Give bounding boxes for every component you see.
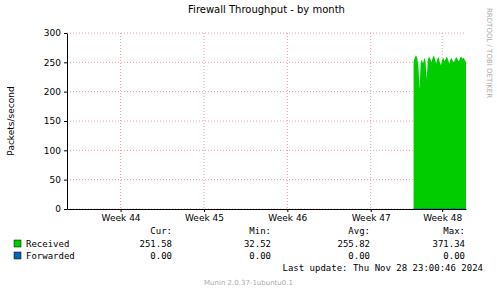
y-tick-label: 0 (55, 204, 61, 214)
stat-value: 0.00 (249, 251, 271, 261)
y-axis-line (67, 34, 68, 210)
y-tick-label: 50 (50, 175, 62, 185)
x-tick: Week 47 (352, 209, 391, 223)
y-grid-line (67, 62, 466, 63)
y-axis: 0 50 100 150 200 250 300 (44, 28, 68, 214)
watermark: RRDTOOL / TOBI OETIKER (485, 8, 493, 98)
chart: 050100150200250300Week 44Week 45Week 46W… (0, 0, 497, 292)
y-tick-mark (64, 33, 67, 34)
x-tick: Week 46 (268, 209, 307, 223)
x-tick-label: Week 44 (102, 213, 141, 223)
y-grid-line (67, 33, 466, 34)
x-tick-mark (204, 209, 205, 212)
x-axis-line (68, 209, 467, 210)
x-grid-line (287, 33, 288, 209)
stat-header: Avg: (348, 226, 370, 236)
title: Firewall Throughput - by month (188, 4, 345, 15)
y-grid-line (67, 121, 466, 122)
series-area (414, 55, 466, 209)
stat-value: 0.00 (348, 251, 370, 261)
x-tick-mark (121, 209, 122, 212)
y-tick-mark (64, 150, 67, 151)
x-tick-label: Week 48 (423, 213, 462, 223)
x-grid-line (370, 33, 371, 209)
footer: Munin 2.0.37-1ubuntu0.1 (204, 279, 293, 287)
x-tick-label: Week 45 (185, 213, 224, 223)
background (0, 0, 497, 292)
y-grid-line (67, 91, 466, 92)
series-line (414, 209, 466, 210)
y-tick: 50 (50, 175, 67, 185)
x-tick-mark (371, 209, 372, 212)
x-tick-label: Week 47 (352, 213, 391, 223)
plot-area (414, 55, 466, 209)
x-tick: Week 48 (423, 209, 462, 223)
legend-label: Forwarded (26, 251, 75, 261)
y-tick-label: 300 (44, 28, 61, 38)
grid (67, 33, 466, 209)
stat-value: 255.82 (337, 239, 370, 249)
y-tick: 300 (44, 28, 67, 38)
y-tick-label: 150 (44, 116, 61, 126)
y-tick: 150 (44, 116, 67, 126)
stat-value: 371.34 (432, 239, 465, 249)
y-tick-mark (64, 209, 67, 210)
y-tick: 250 (44, 58, 67, 68)
y-tick: 200 (44, 87, 67, 97)
stat-value: 32.52 (244, 239, 271, 249)
y-tick-label: 250 (44, 58, 61, 68)
x-tick-mark (442, 209, 443, 212)
y-tick-mark (64, 62, 67, 63)
y-tick-mark (64, 121, 67, 122)
legend-label: Received (26, 239, 69, 249)
y-grid-line (67, 179, 466, 180)
x-tick-mark (287, 209, 288, 212)
y-grid-line (67, 150, 466, 151)
y-tick: 100 (44, 146, 67, 156)
legend-swatch (14, 252, 21, 259)
y-tick-mark (64, 92, 67, 93)
stat-value: 0.00 (150, 251, 172, 261)
x-grid-line (120, 33, 121, 209)
x-tick-label: Week 46 (268, 213, 307, 223)
last-update: Last update: Thu Nov 28 23:00:46 2024 (283, 263, 483, 273)
y-tick-mark (64, 180, 67, 181)
y-tick-label: 100 (44, 146, 61, 156)
x-tick: Week 44 (102, 209, 141, 223)
y-tick-label: 200 (44, 87, 61, 97)
y-tick: 0 (55, 204, 67, 214)
stat-header: Max: (443, 226, 465, 236)
x-axis: Week 44 Week 45 Week 46 Week 47 Week 48 (68, 209, 467, 223)
stat-header: Min: (249, 226, 271, 236)
x-grid-line (203, 33, 204, 209)
legend-swatch (14, 240, 21, 247)
y-grid-line (67, 209, 466, 210)
stat-value: 251.58 (139, 239, 172, 249)
stat-value: 0.00 (443, 251, 465, 261)
y-axis-title: Packets/second (6, 86, 16, 155)
x-tick: Week 45 (185, 209, 224, 223)
stat-header: Cur: (150, 226, 172, 236)
